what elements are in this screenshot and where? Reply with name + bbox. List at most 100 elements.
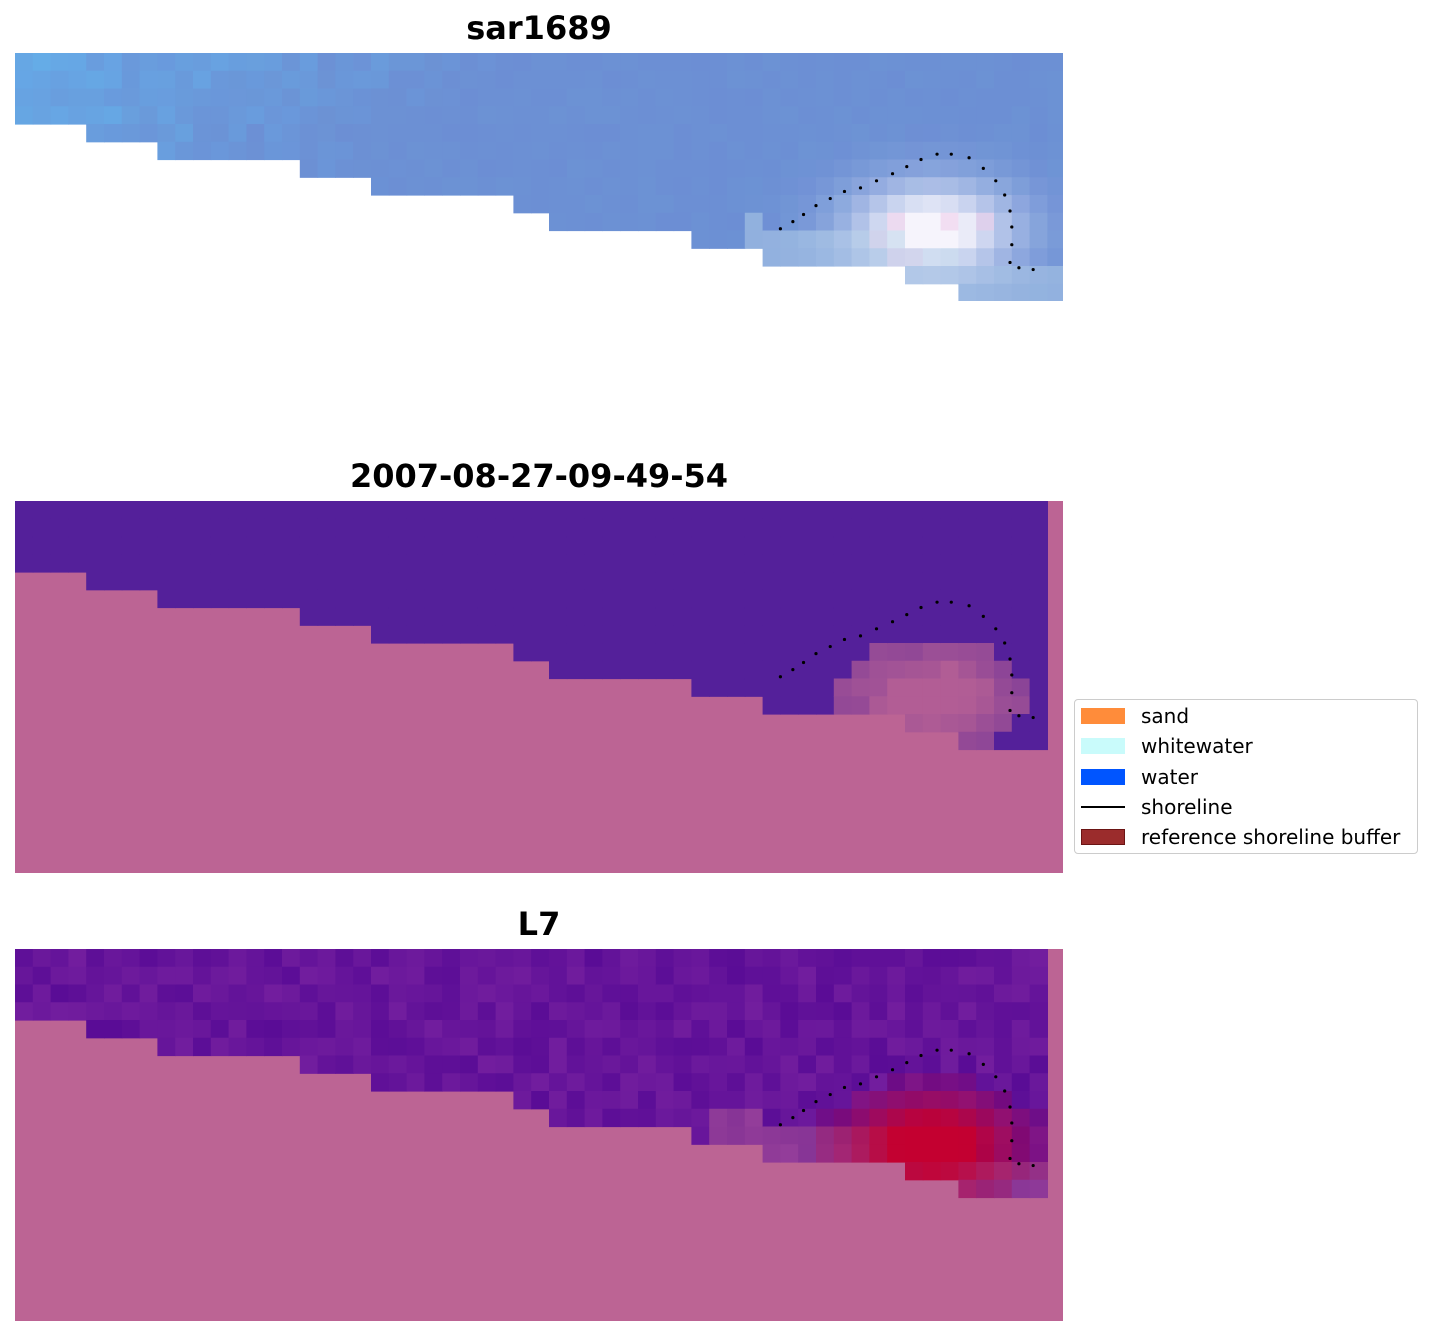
class-pixel — [940, 678, 959, 697]
rgb-pixel — [139, 88, 158, 107]
rgb-pixel — [816, 248, 835, 267]
rgb-pixel — [15, 106, 34, 125]
rgb-pixel — [976, 283, 995, 301]
rgb-pixel — [584, 106, 603, 125]
index-pixel — [1029, 1179, 1048, 1199]
index-pixel — [531, 1073, 550, 1092]
rgb-pixel — [549, 70, 568, 90]
rgb-pixel — [406, 53, 425, 72]
class-pixel — [887, 501, 906, 520]
class-pixel — [175, 554, 194, 573]
rgb-pixel — [976, 88, 995, 107]
legend-item-water: water — [1081, 765, 1198, 789]
rgb-pixel — [584, 141, 603, 161]
rgb-pixel — [994, 88, 1013, 107]
rgb-pixel — [727, 124, 746, 143]
rgb-pixel — [655, 53, 675, 72]
index-pixel — [691, 1126, 710, 1145]
index-pixel — [744, 1073, 764, 1092]
class-pixel — [851, 643, 870, 662]
rgb-pixel — [620, 70, 639, 90]
index-pixel — [353, 1037, 372, 1057]
rgb-pixel — [851, 212, 870, 232]
class-pixel — [851, 572, 870, 591]
class-pixel — [762, 589, 781, 609]
rgb-pixel — [139, 53, 158, 72]
rgb-pixel — [353, 53, 372, 72]
class-pixel — [922, 536, 942, 555]
rgb-pixel — [673, 88, 692, 107]
rgb-pixel — [299, 124, 319, 143]
rgb-pixel — [602, 141, 621, 161]
rgb-pixel — [869, 212, 888, 232]
class-pixel — [905, 714, 924, 733]
class-pixel — [744, 572, 764, 591]
rgb-pixel — [602, 195, 621, 214]
rgb-pixel — [887, 177, 906, 196]
index-pixel — [620, 1002, 639, 1021]
rgb-pixel — [816, 230, 835, 249]
class-pixel — [851, 607, 870, 626]
class-pixel — [193, 501, 212, 520]
class-pixel — [816, 678, 835, 697]
index-pixel — [798, 1073, 817, 1092]
rgb-pixel — [940, 212, 959, 232]
rgb-pixel — [976, 195, 995, 214]
rgb-pixel — [460, 141, 479, 161]
class-pixel — [762, 678, 781, 697]
class-pixel — [673, 625, 692, 644]
rgb-pixel — [1047, 266, 1063, 285]
water-swatch — [1081, 769, 1125, 785]
class-pixel — [638, 554, 657, 573]
shoreline-point — [1017, 266, 1021, 270]
index-pixel — [691, 1073, 710, 1092]
class-pixel — [388, 536, 408, 555]
shoreline-point — [801, 1108, 806, 1113]
class-pixel — [424, 589, 443, 609]
index-pixel — [424, 984, 443, 1003]
index-pixel — [549, 1020, 568, 1039]
shoreline-point — [801, 660, 806, 665]
index-pixel — [549, 966, 568, 986]
index-pixel — [1029, 1037, 1048, 1057]
class-pixel — [833, 625, 853, 644]
class-pixel — [15, 501, 34, 520]
index-pixel — [584, 1037, 603, 1057]
legend: sand whitewater water shoreline referenc… — [1074, 699, 1418, 854]
class-pixel — [317, 589, 336, 609]
index-pixel — [210, 984, 230, 1003]
index-pixel — [691, 1020, 710, 1039]
class-pixel — [424, 554, 443, 573]
class-pixel — [994, 643, 1013, 662]
shoreline-point — [981, 614, 985, 618]
rgb-pixel — [513, 141, 532, 161]
class-pixel — [958, 536, 977, 555]
class-pixel — [673, 554, 692, 573]
class-pixel — [851, 660, 870, 680]
rgb-pixel — [549, 195, 568, 214]
index-pixel — [32, 984, 52, 1003]
index-pixel — [317, 984, 336, 1003]
index-pixel — [32, 1002, 52, 1021]
rgb-pixel — [994, 177, 1013, 196]
class-pixel — [905, 660, 924, 680]
index-pixel — [869, 1108, 888, 1128]
index-pixel — [958, 966, 977, 986]
index-pixel — [922, 1020, 942, 1039]
index-pixel — [922, 1055, 942, 1074]
index-pixel — [922, 1002, 942, 1021]
index-pixel — [833, 984, 853, 1003]
rgb-pixel — [424, 106, 443, 125]
rgb-pixel — [424, 124, 443, 143]
rgb-pixel — [1011, 88, 1031, 107]
class-pixel — [887, 696, 906, 715]
rgb-pixel — [477, 159, 497, 178]
index-pixel — [406, 966, 425, 986]
class-pixel — [673, 643, 692, 662]
index-pixel — [1029, 1126, 1048, 1145]
class-pixel — [691, 554, 710, 573]
rgb-pixel — [566, 88, 586, 107]
class-pixel — [139, 572, 158, 591]
index-pixel — [442, 1037, 461, 1057]
rgb-pixel — [299, 88, 319, 107]
